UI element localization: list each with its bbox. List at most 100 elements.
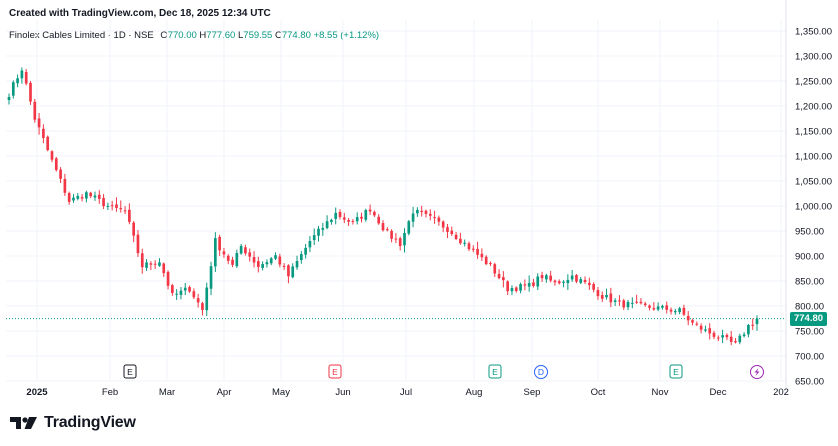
candle-body[interactable]: [339, 212, 342, 217]
candle-body[interactable]: [369, 210, 372, 212]
candle-body[interactable]: [399, 238, 402, 246]
candle-body[interactable]: [610, 294, 613, 303]
candle-body[interactable]: [700, 326, 703, 330]
candle-body[interactable]: [683, 308, 686, 315]
candle-body[interactable]: [691, 320, 694, 323]
candle-body[interactable]: [472, 249, 475, 250]
candle-body[interactable]: [747, 325, 750, 334]
candle-body[interactable]: [46, 137, 49, 150]
candle-body[interactable]: [678, 308, 681, 312]
candle-body[interactable]: [528, 283, 531, 287]
candle-body[interactable]: [188, 287, 191, 292]
candle-body[interactable]: [115, 204, 118, 208]
candle-body[interactable]: [98, 195, 101, 199]
candle-body[interactable]: [425, 211, 428, 214]
candle-body[interactable]: [356, 217, 359, 221]
candle-body[interactable]: [549, 276, 552, 281]
candle-body[interactable]: [579, 279, 582, 283]
candle-body[interactable]: [386, 229, 389, 230]
candle-body[interactable]: [592, 284, 595, 290]
candle-body[interactable]: [343, 217, 346, 219]
candle-body[interactable]: [601, 295, 604, 299]
candle-body[interactable]: [605, 295, 608, 297]
candle-body[interactable]: [627, 302, 630, 307]
candle-body[interactable]: [85, 192, 88, 198]
candle-body[interactable]: [412, 214, 415, 222]
candle-body[interactable]: [68, 193, 71, 202]
candle-body[interactable]: [150, 263, 153, 264]
candle-body[interactable]: [132, 223, 135, 236]
candle-body[interactable]: [25, 72, 28, 84]
candle-body[interactable]: [352, 221, 355, 222]
candle-body[interactable]: [738, 336, 741, 342]
candle-body[interactable]: [184, 288, 187, 291]
candle-body[interactable]: [12, 82, 15, 95]
candle-body[interactable]: [8, 97, 11, 100]
candle-body[interactable]: [278, 257, 281, 265]
candle-body[interactable]: [640, 302, 643, 303]
candle-body[interactable]: [313, 235, 316, 240]
candle-body[interactable]: [42, 129, 45, 138]
candle-body[interactable]: [158, 262, 161, 265]
candle-body[interactable]: [145, 262, 148, 267]
candle-body[interactable]: [334, 213, 337, 219]
candle-body[interactable]: [734, 341, 737, 342]
candle-body[interactable]: [309, 241, 312, 247]
candle-body[interactable]: [210, 266, 213, 289]
candle-body[interactable]: [506, 281, 509, 291]
candle-body[interactable]: [395, 239, 398, 240]
candle-body[interactable]: [446, 227, 449, 232]
candle-body[interactable]: [541, 275, 544, 278]
time-axis[interactable]: 2025 Feb Mar Apr May Jun Jul Aug Sep Oct Nov Dec 202: [26, 387, 789, 398]
candle-body[interactable]: [665, 305, 668, 310]
candle-body[interactable]: [102, 198, 105, 206]
candle-body[interactable]: [687, 316, 690, 320]
candle-body[interactable]: [756, 319, 759, 325]
candle-body[interactable]: [670, 310, 673, 312]
candle-body[interactable]: [167, 272, 170, 286]
candle-body[interactable]: [59, 170, 62, 179]
candle-body[interactable]: [584, 280, 587, 282]
candle-body[interactable]: [730, 337, 733, 342]
candle-body[interactable]: [72, 198, 75, 201]
candle-body[interactable]: [515, 287, 518, 291]
candle-body[interactable]: [476, 249, 479, 255]
candle-body[interactable]: [326, 221, 329, 228]
candle-body[interactable]: [631, 303, 634, 304]
candle-body[interactable]: [554, 281, 557, 283]
candle-body[interactable]: [119, 208, 122, 209]
candle-body[interactable]: [407, 221, 410, 233]
candle-body[interactable]: [575, 275, 578, 282]
candle-body[interactable]: [536, 277, 539, 287]
candle-body[interactable]: [519, 284, 522, 291]
tradingview-logo[interactable]: TradingView: [10, 414, 136, 432]
candle-body[interactable]: [162, 264, 165, 274]
candle-body[interactable]: [648, 306, 651, 308]
candle-body[interactable]: [674, 311, 677, 312]
candle-body[interactable]: [420, 211, 423, 212]
candle-body[interactable]: [300, 254, 303, 260]
candle-body[interactable]: [502, 277, 505, 280]
candle-body[interactable]: [248, 252, 251, 256]
candle-body[interactable]: [141, 253, 144, 267]
candle-body[interactable]: [253, 257, 256, 263]
candle-body[interactable]: [438, 218, 441, 222]
candle-body[interactable]: [287, 265, 290, 276]
candle-body[interactable]: [493, 264, 496, 273]
candle-body[interactable]: [304, 248, 307, 255]
candle-body[interactable]: [618, 300, 621, 301]
candle-body[interactable]: [433, 217, 436, 218]
candle-body[interactable]: [38, 118, 41, 127]
candle-body[interactable]: [205, 288, 208, 311]
candle-body[interactable]: [524, 284, 527, 285]
candle-body[interactable]: [567, 280, 570, 283]
candle-body[interactable]: [459, 239, 462, 243]
candle-body[interactable]: [416, 210, 419, 213]
candle-body[interactable]: [721, 335, 724, 337]
candle-body[interactable]: [545, 275, 548, 279]
candle-body[interactable]: [29, 83, 32, 102]
candle-body[interactable]: [317, 229, 320, 236]
candle-body[interactable]: [236, 253, 239, 266]
candle-body[interactable]: [21, 71, 24, 79]
